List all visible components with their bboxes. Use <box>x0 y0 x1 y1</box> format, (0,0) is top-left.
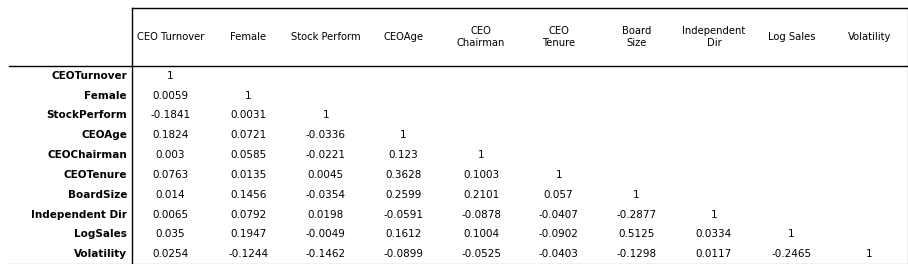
Text: 0.035: 0.035 <box>155 229 185 239</box>
Text: 0.0198: 0.0198 <box>308 210 344 219</box>
Text: 0.057: 0.057 <box>544 190 574 200</box>
Text: 0.0065: 0.0065 <box>153 210 189 219</box>
Text: 0.0334: 0.0334 <box>696 229 732 239</box>
Text: -0.0403: -0.0403 <box>538 249 578 259</box>
Text: 0.0135: 0.0135 <box>230 170 266 180</box>
Text: -0.0591: -0.0591 <box>383 210 423 219</box>
Text: StockPerform: StockPerform <box>46 111 127 120</box>
Text: LogSales: LogSales <box>74 229 127 239</box>
Text: 0.0792: 0.0792 <box>230 210 266 219</box>
Text: Independent
Dir: Independent Dir <box>682 26 745 48</box>
Text: 1: 1 <box>633 190 639 200</box>
Text: 0.5125: 0.5125 <box>618 229 655 239</box>
Text: Volatility: Volatility <box>74 249 127 259</box>
Text: -0.2465: -0.2465 <box>772 249 812 259</box>
Text: Volatility: Volatility <box>847 32 891 42</box>
Text: 0.014: 0.014 <box>155 190 185 200</box>
Text: CEO
Tenure: CEO Tenure <box>542 26 575 48</box>
Text: -0.0049: -0.0049 <box>306 229 346 239</box>
Text: -0.0525: -0.0525 <box>461 249 501 259</box>
Text: 0.0721: 0.0721 <box>230 130 266 140</box>
Text: -0.1298: -0.1298 <box>617 249 656 259</box>
Text: -0.0336: -0.0336 <box>306 130 346 140</box>
Text: 0.1824: 0.1824 <box>153 130 189 140</box>
Text: 1: 1 <box>245 91 252 101</box>
Text: 0.123: 0.123 <box>389 150 419 160</box>
Text: 0.0763: 0.0763 <box>153 170 189 180</box>
Text: 0.2599: 0.2599 <box>385 190 421 200</box>
Text: 0.0254: 0.0254 <box>153 249 189 259</box>
Text: CEO Turnover: CEO Turnover <box>137 32 204 42</box>
Text: 0.1003: 0.1003 <box>463 170 499 180</box>
Text: 1: 1 <box>478 150 484 160</box>
Text: CEOAge: CEOAge <box>383 32 423 42</box>
Text: 1: 1 <box>400 130 407 140</box>
Text: -0.0878: -0.0878 <box>461 210 501 219</box>
Text: -0.0354: -0.0354 <box>306 190 346 200</box>
Text: 1: 1 <box>711 210 717 219</box>
Text: CEOChairman: CEOChairman <box>47 150 127 160</box>
Text: BoardSize: BoardSize <box>68 190 127 200</box>
Text: 1: 1 <box>788 229 794 239</box>
Text: 0.0117: 0.0117 <box>696 249 732 259</box>
Text: -0.2877: -0.2877 <box>617 210 656 219</box>
Text: 0.0045: 0.0045 <box>308 170 344 180</box>
Text: 0.003: 0.003 <box>156 150 185 160</box>
Text: 1: 1 <box>167 71 173 81</box>
Text: -0.1244: -0.1244 <box>228 249 268 259</box>
Text: Female: Female <box>230 32 266 42</box>
Text: 1: 1 <box>556 170 562 180</box>
Text: 1: 1 <box>322 111 329 120</box>
Text: 0.1612: 0.1612 <box>385 229 421 239</box>
Text: 0.1004: 0.1004 <box>463 229 499 239</box>
Text: -0.0902: -0.0902 <box>538 229 578 239</box>
Text: CEOTurnover: CEOTurnover <box>52 71 127 81</box>
Text: CEOTenure: CEOTenure <box>64 170 127 180</box>
Text: 0.0059: 0.0059 <box>153 91 189 101</box>
Text: 0.2101: 0.2101 <box>463 190 499 200</box>
Text: -0.0899: -0.0899 <box>383 249 423 259</box>
Text: -0.0221: -0.0221 <box>306 150 346 160</box>
Text: 0.0585: 0.0585 <box>230 150 266 160</box>
Text: Stock Perform: Stock Perform <box>291 32 360 42</box>
Text: 0.1456: 0.1456 <box>230 190 266 200</box>
Text: CEOAge: CEOAge <box>81 130 127 140</box>
Text: 0.1947: 0.1947 <box>230 229 266 239</box>
Text: Independent Dir: Independent Dir <box>31 210 127 219</box>
Text: CEO
Chairman: CEO Chairman <box>457 26 505 48</box>
Text: 0.3628: 0.3628 <box>385 170 421 180</box>
Text: -0.1841: -0.1841 <box>151 111 191 120</box>
Text: 1: 1 <box>866 249 873 259</box>
Text: -0.0407: -0.0407 <box>538 210 578 219</box>
Text: -0.1462: -0.1462 <box>306 249 346 259</box>
Text: Board
Size: Board Size <box>622 26 651 48</box>
Text: Log Sales: Log Sales <box>768 32 815 42</box>
Text: 0.0031: 0.0031 <box>230 111 266 120</box>
Text: Female: Female <box>84 91 127 101</box>
